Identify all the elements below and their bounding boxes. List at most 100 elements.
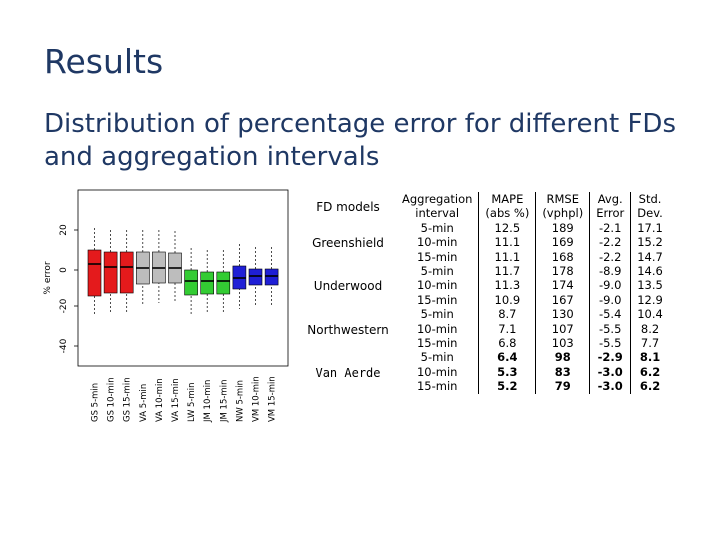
table-row: 15-min 6.8 103 -5.5 7.7: [396, 336, 669, 351]
cell-mape: 11.1: [478, 249, 537, 265]
y-tick-label: -20: [59, 298, 69, 313]
boxplot-boxes: [87, 228, 279, 316]
cell-mape: 7.1: [478, 321, 537, 337]
boxplot-figure: 20 0 -20 -40 % error GS 5-min GS 10-min GS 15…: [43, 189, 289, 423]
cell-avg-error: -2.2: [589, 249, 632, 265]
box: [200, 271, 214, 295]
fd-model-van-aerde: Van Aerde: [315, 366, 381, 380]
box: [87, 249, 102, 297]
box: [216, 271, 231, 295]
table-row: 5-min 12.5 189 -2.1 17.1: [396, 220, 669, 236]
cell-rmse: 168: [535, 249, 591, 265]
cell-std-dev: 17.1: [637, 220, 663, 235]
header-mape: MAPE (abs %): [478, 192, 537, 221]
table-row: 15-min 5.2 79 -3.0 6.2: [396, 379, 669, 394]
box: [248, 268, 263, 286]
cell-avg-error: -8.9: [589, 264, 632, 279]
plot-frame: [77, 189, 289, 367]
box: [119, 251, 134, 294]
fd-model-greenshield: Greenshield: [312, 236, 384, 250]
header-avg-error: Avg. Error: [589, 192, 632, 221]
slide-title: Results: [44, 42, 164, 81]
cell-interval: 15-min: [396, 336, 480, 351]
cell-rmse: 130: [535, 307, 591, 322]
cell-rmse: 178: [535, 264, 591, 279]
cell-std-dev: 8.1: [639, 350, 661, 365]
cell-mape: 5.2: [478, 379, 537, 394]
x-tick-label: GS 5-min: [91, 383, 101, 422]
cell-avg-error: -3.0: [589, 364, 632, 380]
cell-interval: 5-min: [396, 264, 480, 279]
box: [184, 269, 198, 296]
cell-interval: 15-min: [396, 379, 480, 394]
y-tick-label: -40: [59, 338, 69, 353]
box: [264, 268, 279, 286]
cell-std-dev: 7.7: [640, 336, 660, 351]
cell-mape: 8.7: [478, 307, 537, 322]
cell-std-dev: 15.2: [637, 235, 663, 250]
cell-std-dev: 14.7: [637, 249, 663, 264]
fd-model-northwestern: Northwestern: [307, 323, 389, 337]
x-tick-label: NW 5-min: [235, 380, 245, 422]
cell-mape: 6.8: [478, 336, 537, 351]
cell-rmse: 83: [535, 364, 591, 380]
y-axis-ticks: 20 0 -20 -40: [59, 224, 78, 353]
table-row: 15-min 10.9 167 -9.0 12.9: [396, 292, 669, 308]
cell-mape: 6.4: [478, 350, 537, 365]
box: [103, 251, 118, 294]
cell-interval: 15-min: [396, 292, 480, 308]
table-row: 10-min 7.1 107 -5.5 8.2: [396, 321, 669, 337]
cell-mape: 11.1: [478, 235, 537, 250]
table-row: 10-min 5.3 83 -3.0 6.2: [396, 364, 669, 380]
cell-avg-error: -9.0: [589, 292, 632, 308]
table-body: 5-min 12.5 189 -2.1 17.1 10-min 11.1 169 -2.2 15.…: [396, 220, 669, 394]
cell-avg-error: -5.5: [589, 336, 632, 351]
cell-interval: 10-min: [396, 364, 480, 380]
y-tick-label: 0: [59, 267, 69, 273]
cell-avg-error: -2.9: [589, 350, 632, 365]
table-row: 10-min 11.3 174 -9.0 13.5: [396, 278, 669, 293]
cell-avg-error: -5.5: [589, 321, 632, 337]
cell-rmse: 98: [535, 350, 591, 365]
cell-interval: 10-min: [396, 235, 480, 250]
fd-models-header: FD models: [316, 200, 380, 214]
x-tick-label: VA 5-min: [139, 384, 149, 422]
fd-model-underwood: Underwood: [313, 279, 383, 293]
cell-rmse: 189: [535, 220, 591, 236]
cell-interval: 10-min: [396, 321, 480, 337]
cell-mape: 12.5: [478, 220, 537, 236]
cell-avg-error: -3.0: [589, 379, 632, 394]
x-tick-label: VA 10-min: [155, 378, 165, 422]
cell-std-dev: 6.2: [639, 364, 661, 379]
table-row: 5-min 6.4 98 -2.9 8.1: [396, 350, 669, 365]
cell-avg-error: -9.0: [589, 278, 632, 293]
y-tick-label: 20: [59, 224, 69, 236]
cell-interval: 10-min: [396, 278, 480, 293]
cell-rmse: 107: [535, 321, 591, 337]
cell-std-dev: 12.9: [637, 292, 663, 307]
cell-std-dev: 14.6: [637, 264, 663, 279]
cell-avg-error: -2.2: [589, 235, 632, 250]
x-tick-label: VM 15-min: [268, 376, 278, 422]
cell-rmse: 167: [535, 292, 591, 308]
cell-interval: 15-min: [396, 249, 480, 265]
cell-std-dev: 10.4: [637, 307, 663, 322]
x-tick-label: LW 5-min: [187, 382, 197, 422]
cell-interval: 5-min: [396, 220, 480, 236]
table-row: 5-min 11.7 178 -8.9 14.6: [396, 264, 669, 279]
slide-subtitle: Distribution of percentage error for dif…: [44, 109, 676, 172]
x-tick-label: JM 15-min: [219, 380, 229, 423]
cell-mape: 11.3: [478, 278, 537, 293]
cell-mape: 5.3: [478, 364, 537, 380]
cell-rmse: 174: [535, 278, 591, 293]
y-axis-label: % error: [43, 261, 53, 295]
table-row: 5-min 8.7 130 -5.4 10.4: [396, 307, 669, 322]
cell-rmse: 169: [535, 235, 591, 250]
x-tick-label: VA 15-min: [171, 378, 181, 422]
cell-std-dev: 6.2: [639, 379, 661, 394]
cell-mape: 11.7: [478, 264, 537, 279]
cell-avg-error: -2.1: [589, 220, 632, 236]
header-rmse: RMSE (vphpl): [535, 192, 591, 221]
x-tick-label: GS 10-min: [107, 377, 117, 422]
cell-std-dev: 13.5: [637, 278, 663, 293]
